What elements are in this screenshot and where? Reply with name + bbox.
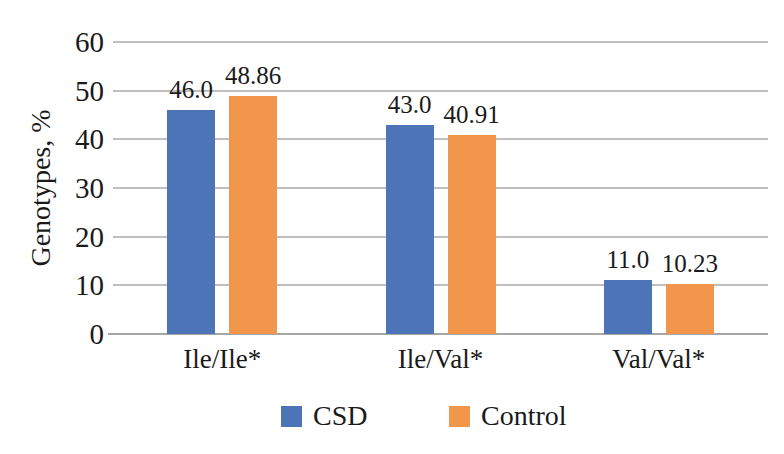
x-category-label: Ile/Ile* bbox=[112, 342, 332, 376]
y-tick-label: 20 bbox=[0, 220, 104, 254]
bar-csd bbox=[167, 110, 215, 334]
bar-value-label: 48.86 bbox=[178, 61, 328, 91]
legend-item-control: Control bbox=[449, 402, 567, 430]
legend-item-csd: CSD bbox=[281, 402, 367, 430]
legend-swatch bbox=[449, 406, 470, 427]
bar-value-label: 40.91 bbox=[397, 100, 547, 130]
gridline bbox=[113, 41, 768, 43]
y-tick-label: 30 bbox=[0, 171, 104, 205]
x-category-label: Ile/Val* bbox=[331, 342, 551, 376]
bar-value-label: 10.23 bbox=[615, 249, 765, 279]
bar-control bbox=[666, 284, 714, 334]
y-tick-label: 10 bbox=[0, 268, 104, 302]
y-tick-label: 40 bbox=[0, 122, 104, 156]
y-tick-label: 0 bbox=[0, 317, 104, 351]
bar-csd bbox=[386, 125, 434, 334]
legend-label: CSD bbox=[313, 402, 367, 430]
x-category-label: Val/Val* bbox=[549, 342, 769, 376]
y-tick-label: 60 bbox=[0, 25, 104, 59]
genotypes-bar-chart: Genotypes, % 010203040506046.048.86Ile/I… bbox=[0, 0, 784, 454]
bar-control bbox=[229, 96, 277, 334]
bar-csd bbox=[604, 280, 652, 334]
legend-label: Control bbox=[481, 402, 567, 430]
legend-swatch bbox=[281, 406, 302, 427]
bar-control bbox=[448, 135, 496, 334]
y-tick-label: 50 bbox=[0, 74, 104, 108]
